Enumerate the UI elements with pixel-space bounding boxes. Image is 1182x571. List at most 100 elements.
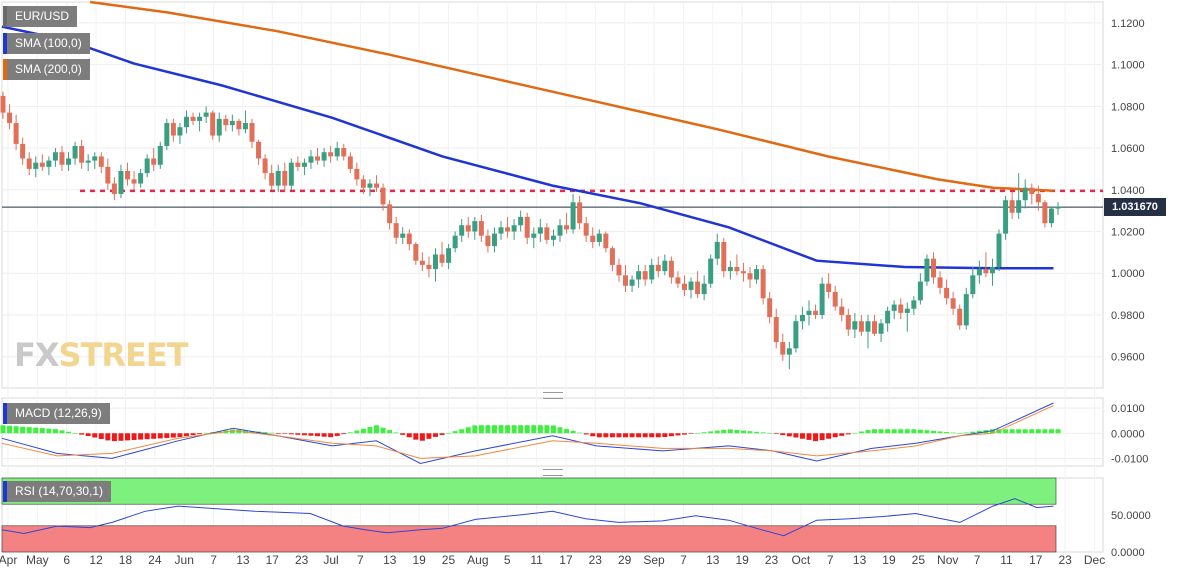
candle: [983, 252, 989, 278]
candle: [157, 141, 163, 169]
candle-body: [72, 145, 78, 159]
candle-body: [118, 171, 124, 194]
x-tick-label: 19: [735, 553, 749, 567]
candle-body: [98, 156, 104, 167]
x-tick-label: 7: [357, 553, 364, 567]
candle-body: [505, 227, 511, 232]
candle-body: [33, 162, 39, 169]
candle: [249, 118, 255, 149]
macd-histogram-bar: [485, 425, 491, 434]
candle-body: [681, 283, 687, 290]
candle-body: [976, 269, 982, 276]
macd-histogram-bar: [885, 429, 891, 434]
macd-histogram-bar: [315, 433, 321, 437]
candle: [341, 143, 347, 161]
candle: [439, 241, 445, 267]
macd-histogram-bar: [695, 433, 701, 434]
macd-histogram-bar: [767, 432, 773, 434]
candle: [59, 145, 65, 172]
candle: [583, 216, 589, 242]
candle-body: [387, 204, 393, 224]
macd-histogram-bar: [976, 430, 982, 434]
candle: [623, 264, 629, 293]
macd-histogram-bar: [891, 429, 897, 434]
candle-body: [1035, 193, 1041, 203]
candle-body: [360, 179, 366, 188]
macd-histogram-bar: [852, 432, 858, 434]
candle-body: [819, 283, 825, 315]
candle-body: [983, 269, 989, 274]
macd-histogram-bar: [760, 432, 766, 434]
macd-histogram-bar: [157, 433, 163, 439]
candle-body: [872, 321, 878, 334]
x-tick-label: 5: [504, 553, 511, 567]
sma-100-badge[interactable]: SMA (100,0): [3, 33, 90, 54]
macd-histogram-bar: [577, 432, 583, 434]
macd-histogram-bar: [1003, 429, 1009, 434]
candle-body: [164, 123, 170, 146]
candle-body: [924, 258, 930, 282]
candle-body: [367, 183, 373, 188]
macd-histogram-bar: [164, 433, 170, 438]
macd-histogram-bar: [911, 429, 917, 434]
candle-body: [878, 323, 884, 334]
rsi-oversold-band: [1, 525, 1057, 553]
candle: [754, 264, 760, 284]
macd-badge[interactable]: MACD (12,26,9): [3, 403, 110, 424]
candle-body: [374, 183, 380, 188]
symbol-badge[interactable]: EUR/USD: [3, 6, 78, 27]
candle-body: [111, 183, 117, 194]
candle-body: [177, 127, 183, 136]
current-price-label: 1.031670: [1104, 198, 1166, 217]
candle: [7, 104, 13, 130]
macd-histogram-bar: [92, 433, 98, 438]
candle-body: [334, 148, 340, 157]
macd-histogram-bar: [374, 425, 380, 434]
macd-histogram-bar: [544, 425, 550, 434]
candle-body: [308, 156, 314, 163]
candle-body: [216, 118, 222, 136]
candle: [242, 110, 248, 134]
candle-body: [288, 162, 294, 186]
candle: [872, 314, 878, 336]
candle: [570, 193, 576, 234]
macd-histogram-bar: [636, 433, 642, 438]
candle: [930, 252, 936, 284]
x-tick-label: 7: [974, 553, 981, 567]
candle: [1009, 191, 1015, 219]
x-tick-label: Sep: [643, 553, 665, 567]
macd-histogram-bar: [557, 427, 563, 434]
macd-histogram-bar: [727, 429, 733, 434]
macd-histogram-bar: [151, 433, 157, 439]
candle-body: [688, 281, 694, 290]
candle-body: [354, 168, 360, 180]
candle: [780, 333, 786, 361]
candle-body: [321, 152, 327, 161]
y-tick-label: 1.0400: [1111, 185, 1145, 197]
candle-body: [557, 225, 563, 236]
sma-200-badge[interactable]: SMA (200,0): [3, 59, 90, 80]
x-tick-label: 23: [765, 553, 779, 567]
candle-body: [465, 225, 471, 232]
candle: [92, 152, 98, 169]
candle: [321, 148, 327, 167]
candle: [275, 164, 281, 192]
candle-body: [498, 227, 504, 234]
candle-body: [767, 298, 773, 318]
candle-body: [190, 116, 196, 121]
macd-histogram-bar: [131, 433, 137, 440]
macd-histogram-bar: [649, 433, 655, 438]
rsi-pane-resize-handle[interactable]: [543, 469, 563, 476]
rsi-badge[interactable]: RSI (14,70,30,1): [3, 481, 112, 502]
candle-body: [210, 112, 216, 136]
macd-histogram-bar: [393, 432, 399, 434]
candle: [170, 118, 176, 142]
x-tick-label: 23: [589, 553, 603, 567]
candle: [577, 196, 583, 230]
x-tick-label: 13: [383, 553, 397, 567]
candle-body: [957, 308, 963, 326]
macd-pane-resize-handle[interactable]: [543, 392, 563, 399]
candle-body: [937, 277, 943, 288]
candle-body: [46, 160, 52, 167]
x-tick-label: 13: [236, 553, 250, 567]
